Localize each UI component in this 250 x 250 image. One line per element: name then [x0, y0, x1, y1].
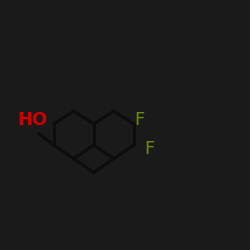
Text: F: F	[134, 111, 144, 129]
Text: F: F	[144, 140, 154, 158]
Text: HO: HO	[18, 111, 48, 129]
